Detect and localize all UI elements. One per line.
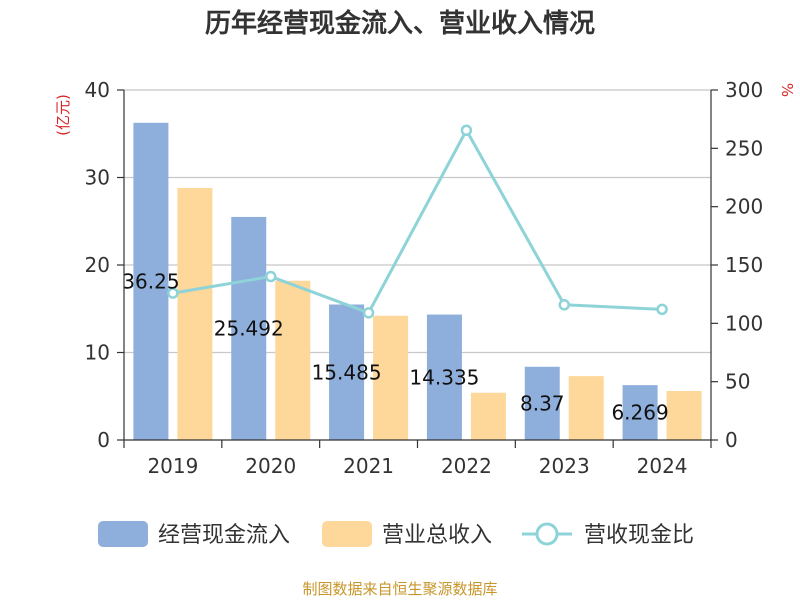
bars <box>133 122 702 440</box>
bar-revenue <box>275 280 311 440</box>
left-tick-label: 0 <box>97 428 110 452</box>
left-tick-label: 20 <box>85 253 110 277</box>
right-tick-label: 100 <box>725 311 763 335</box>
legend: 经营现金流入 营业总收入 营收现金比 <box>98 521 694 548</box>
data-label: 15.485 <box>312 360 382 384</box>
bar-revenue <box>373 315 409 440</box>
bar-revenue <box>177 188 213 440</box>
grid-lines <box>124 89 711 354</box>
x-tick-label: 2024 <box>637 454 688 478</box>
right-tick-label: 150 <box>725 253 763 277</box>
ratio-point <box>362 307 375 319</box>
ratio-point <box>558 299 570 311</box>
data-labels: 36.25 25.492 15.485 14.335 8.37 6.269 <box>122 269 668 424</box>
left-tick-label: 10 <box>85 341 110 365</box>
x-tick-label: 2022 <box>441 454 492 478</box>
ratio-polyline <box>172 128 663 315</box>
legend-marker-ratio <box>535 522 559 546</box>
ratio-point <box>460 124 473 136</box>
bar-cash-inflow <box>231 216 267 440</box>
x-tick-label: 2023 <box>539 454 590 478</box>
left-tick-label: 40 <box>85 78 110 102</box>
bar-revenue <box>568 376 604 440</box>
axes: 0 10 20 30 40 0 50 100 150 200 250 300 2019 2020 2021 2… <box>85 78 764 478</box>
left-tick-label: 30 <box>85 166 110 190</box>
ratio-line <box>167 124 668 319</box>
data-label: 14.335 <box>409 365 479 389</box>
ratio-point <box>265 270 277 283</box>
x-tick-label: 2020 <box>245 454 296 478</box>
legend-swatch-revenue <box>322 521 372 547</box>
right-tick-label: 250 <box>725 136 763 160</box>
bar-revenue <box>470 392 506 440</box>
ratio-point <box>656 303 668 316</box>
right-tick-label: 50 <box>725 370 750 394</box>
bar-cash-inflow <box>524 366 560 440</box>
data-label: 6.269 <box>611 401 668 425</box>
bar-cash-inflow <box>329 304 365 440</box>
data-label: 8.37 <box>520 391 565 415</box>
left-axis-unit: (亿元) <box>54 94 72 136</box>
data-label: 25.492 <box>214 316 284 340</box>
right-tick-label: 0 <box>725 428 738 452</box>
right-axis-unit: % <box>778 83 796 97</box>
right-tick-label: 300 <box>725 78 763 102</box>
source-note: 制图数据来自恒生聚源数据库 <box>302 580 497 598</box>
data-label: 36.25 <box>122 269 179 293</box>
bar-revenue <box>666 391 702 440</box>
right-tick-label: 200 <box>725 195 763 219</box>
legend-label-revenue: 营业总收入 <box>382 523 492 548</box>
x-tick-label: 2021 <box>343 454 394 478</box>
chart-title: 历年经营现金流入、营业收入情况 <box>205 8 595 39</box>
x-tick-label: 2019 <box>147 454 198 478</box>
legend-swatch-cash-inflow <box>98 521 148 547</box>
bar-cash-inflow <box>133 122 169 440</box>
ratio-point <box>167 287 179 299</box>
bar-cash-inflow <box>622 385 658 440</box>
legend-label-cash-inflow: 经营现金流入 <box>158 523 290 548</box>
legend-label-ratio: 营收现金比 <box>584 523 694 548</box>
bar-cash-inflow <box>426 314 462 440</box>
